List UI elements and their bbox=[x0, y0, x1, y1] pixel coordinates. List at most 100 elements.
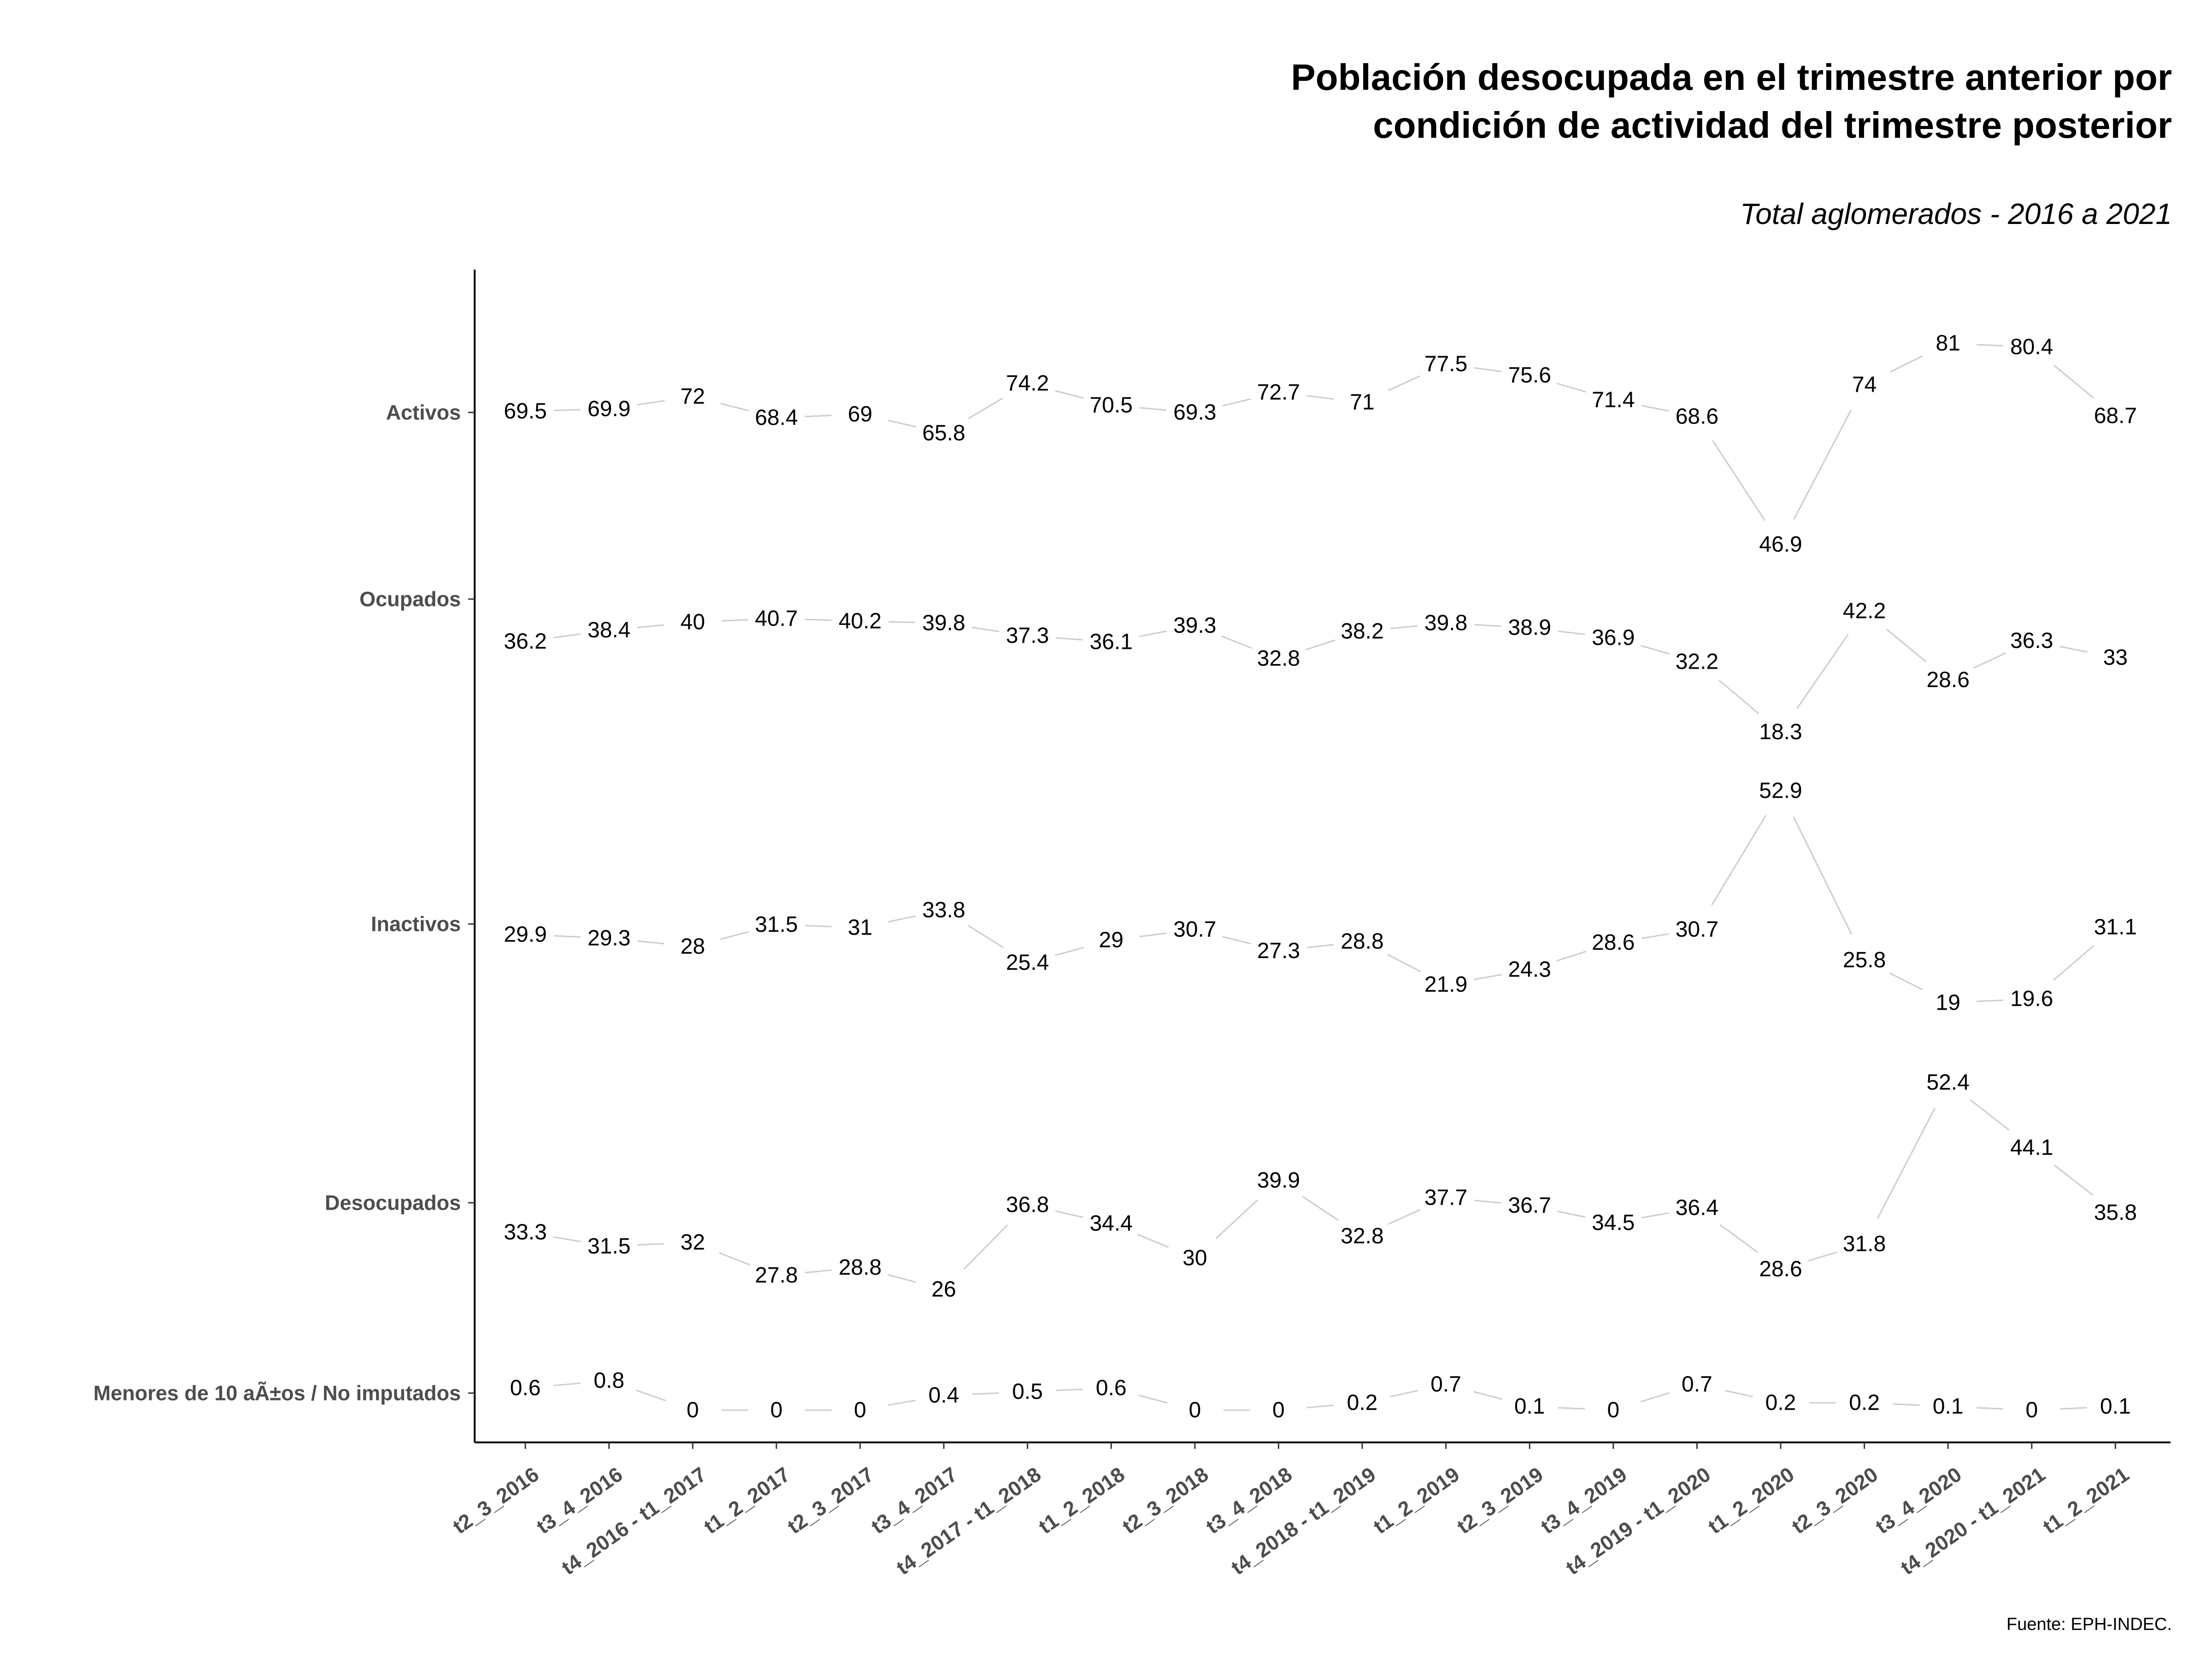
data-label: 38.2 bbox=[1341, 619, 1383, 643]
data-label: 0.1 bbox=[1514, 1394, 1545, 1419]
x-axis-label: t2_3_2018 bbox=[1118, 1462, 1213, 1538]
data-label: 75.6 bbox=[1508, 363, 1551, 388]
data-label: 33 bbox=[2103, 646, 2128, 670]
series-line-segment bbox=[1222, 398, 1251, 406]
series-line-segment bbox=[1886, 629, 1927, 663]
series-line-segment bbox=[1641, 405, 1669, 412]
series-line-segment bbox=[1641, 933, 1669, 939]
data-label: 28.6 bbox=[1926, 668, 1969, 692]
y-axis-labels: Activos Ocupados Inactivos Desocupados Menor… bbox=[94, 401, 461, 1405]
series-line-segment bbox=[805, 414, 832, 418]
data-label: 36.1 bbox=[1089, 629, 1132, 654]
data-label: 0.7 bbox=[1430, 1372, 1461, 1397]
series-line-segment bbox=[1056, 637, 1083, 641]
series-line-segment bbox=[1977, 1407, 2003, 1410]
data-label: 0.6 bbox=[1096, 1376, 1127, 1400]
series-line-segment bbox=[1305, 639, 1335, 651]
series-line-segment bbox=[2053, 945, 2094, 981]
series-line-segment bbox=[1712, 440, 1766, 521]
series-line-segment bbox=[1388, 1209, 1420, 1225]
data-label: 36.8 bbox=[1006, 1193, 1049, 1217]
data-label: 0 bbox=[1188, 1398, 1201, 1423]
x-axis-label: t1_2_2017 bbox=[700, 1462, 794, 1538]
data-labels: 69.5 69.9 72 68.4 69 65.8 74.2 70.5 69.3 72.7 71 77… bbox=[504, 331, 2137, 1423]
data-label: 72.7 bbox=[1257, 380, 1300, 405]
series-line-segment bbox=[805, 618, 832, 621]
data-label: 0.2 bbox=[1849, 1391, 1880, 1415]
data-label: 39.9 bbox=[1257, 1168, 1300, 1193]
series-line-segment bbox=[1139, 932, 1167, 937]
data-label: 19.6 bbox=[2010, 987, 2053, 1011]
x-axis-label: t4_2018 - t1_2019 bbox=[1227, 1462, 1380, 1579]
x-axis-label: t1_2_2018 bbox=[1034, 1462, 1129, 1538]
data-label: 40.2 bbox=[839, 609, 882, 633]
data-label: 0.5 bbox=[1012, 1380, 1043, 1404]
series-line-segment bbox=[720, 403, 749, 412]
data-label: 44.1 bbox=[2010, 1135, 2053, 1160]
series-line-segment bbox=[1558, 1407, 1585, 1410]
data-label: 0.6 bbox=[510, 1376, 541, 1400]
series-line-segment bbox=[1387, 953, 1421, 972]
series-line-segment bbox=[1222, 935, 1251, 945]
series-line-segment bbox=[637, 400, 665, 406]
series-line-segment bbox=[1474, 367, 1501, 372]
data-label: 36.7 bbox=[1508, 1194, 1551, 1218]
series-line-segment bbox=[1388, 375, 1420, 391]
series-line-segment bbox=[1889, 355, 1923, 373]
series-line-segment bbox=[972, 626, 1000, 632]
data-label: 0.1 bbox=[1933, 1394, 1964, 1419]
data-label: 80.4 bbox=[2010, 335, 2053, 359]
series-line-segment bbox=[637, 624, 665, 629]
series-line-segment bbox=[1138, 1394, 1168, 1404]
data-label: 30.7 bbox=[1676, 918, 1718, 942]
series-line-segment bbox=[553, 633, 581, 639]
data-label: 32 bbox=[681, 1230, 705, 1255]
data-label: 0 bbox=[854, 1398, 866, 1423]
data-label: 28.8 bbox=[1341, 929, 1383, 953]
data-label: 69.3 bbox=[1173, 400, 1216, 424]
data-label: 39.8 bbox=[922, 611, 965, 635]
series-line-segment bbox=[805, 925, 832, 928]
series-line-segment bbox=[967, 924, 1004, 948]
data-label: 37.3 bbox=[1006, 624, 1049, 648]
data-label: 32.8 bbox=[1341, 1224, 1383, 1248]
series-line-segment bbox=[1724, 1389, 1753, 1398]
series-line-segment bbox=[1306, 944, 1334, 948]
series-line-segment bbox=[1390, 1389, 1418, 1398]
data-label: 31 bbox=[848, 916, 872, 940]
series-line-segment bbox=[1557, 1211, 1586, 1218]
data-label: 68.6 bbox=[1676, 404, 1718, 429]
x-axis-label: t2_3_2016 bbox=[448, 1462, 543, 1538]
data-label: 31.5 bbox=[588, 1234, 630, 1259]
series-line-segment bbox=[2053, 1165, 2094, 1196]
series-line-segment bbox=[1889, 972, 1923, 991]
data-label: 69.9 bbox=[588, 397, 630, 421]
x-axis-label: t4_2016 - t1_2017 bbox=[557, 1462, 711, 1579]
series-line-segment bbox=[968, 397, 1004, 419]
series-line-segment bbox=[1137, 1234, 1169, 1248]
data-label: 39.8 bbox=[1424, 611, 1467, 635]
series-line-segment bbox=[1719, 1224, 1758, 1253]
data-label: 31.8 bbox=[1843, 1232, 1886, 1256]
series-line-segment bbox=[887, 1274, 917, 1283]
series-lines bbox=[553, 344, 2094, 1411]
chart-title-line-1: Población desocupada en el trimestre ant… bbox=[1291, 57, 2172, 98]
x-axis-label: t1_2_2019 bbox=[1369, 1462, 1464, 1538]
data-label: 0 bbox=[1272, 1398, 1285, 1423]
series-line-segment bbox=[1139, 407, 1167, 411]
data-label: 28 bbox=[681, 934, 705, 959]
data-label: 31.5 bbox=[755, 912, 798, 937]
series-line-segment bbox=[1970, 1100, 2010, 1131]
data-label: 25.4 bbox=[1006, 951, 1049, 975]
series-line-segment bbox=[1718, 679, 1759, 714]
data-label: 33.3 bbox=[504, 1220, 547, 1244]
data-label: 40.7 bbox=[755, 606, 798, 631]
x-axis-label: t4_2017 - t1_2018 bbox=[892, 1462, 1046, 1579]
series-line-segment bbox=[637, 1243, 665, 1246]
data-label: 27.8 bbox=[755, 1263, 798, 1288]
series-line-segment bbox=[1055, 390, 1084, 399]
data-label: 71.4 bbox=[1592, 388, 1635, 412]
series-line-segment bbox=[553, 409, 581, 412]
data-label: 28.6 bbox=[1759, 1257, 1802, 1281]
series-line-segment bbox=[1640, 1392, 1670, 1403]
